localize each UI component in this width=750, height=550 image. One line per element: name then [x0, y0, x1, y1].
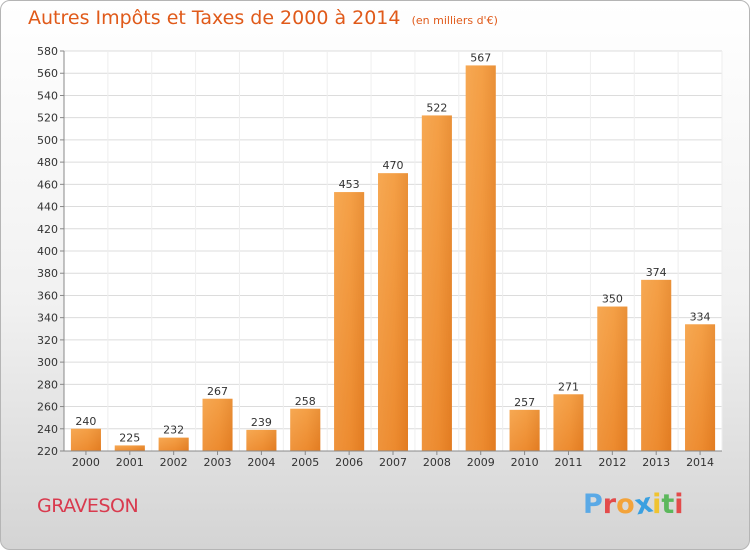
x-tick-label-2008: 2008	[423, 456, 451, 469]
value-label-2013: 374	[646, 266, 667, 279]
bar-shade-2006	[334, 192, 365, 451]
value-label-2000: 240	[75, 415, 96, 428]
value-label-2009: 567	[470, 51, 491, 64]
bars	[70, 65, 716, 451]
bar-shade-2004	[246, 429, 277, 451]
value-label-2010: 257	[514, 396, 535, 409]
y-tick-label-560: 560	[37, 67, 58, 80]
value-label-2012: 350	[602, 293, 623, 306]
chart-unit: (en milliers d'€)	[411, 14, 498, 27]
bar-shade-2013	[641, 279, 672, 451]
y-tick-label-280: 280	[37, 378, 58, 391]
y-tick-label-480: 480	[37, 156, 58, 169]
x-tick-label-2001: 2001	[116, 456, 144, 469]
logo-letter: i	[674, 489, 684, 520]
chart-title-row: Autres Impôts et Taxes de 2000 à 2014 (e…	[28, 7, 498, 29]
bar-shade-2014	[685, 324, 716, 451]
y-tick-label-260: 260	[37, 401, 58, 414]
x-tick-label-2004: 2004	[247, 456, 275, 469]
chart-title: Autres Impôts et Taxes de 2000 à 2014	[28, 7, 401, 29]
x-tick-label-2010: 2010	[511, 456, 539, 469]
bar-shade-2001	[114, 445, 145, 451]
bar-shade-2012	[597, 306, 628, 451]
bar-shade-2008	[421, 115, 452, 451]
x-tick-label-2003: 2003	[204, 456, 232, 469]
location-label: GRAVESON	[37, 495, 139, 517]
logo-letter: t	[661, 489, 675, 520]
logo-letter: P	[583, 489, 603, 520]
x-tick-label-2006: 2006	[335, 456, 363, 469]
value-label-2014: 334	[690, 310, 711, 323]
y-tick-label-360: 360	[37, 289, 58, 302]
x-tick-label-2007: 2007	[379, 456, 407, 469]
value-label-2007: 470	[383, 159, 404, 172]
y-tick-label-440: 440	[37, 201, 58, 214]
value-label-2006: 453	[339, 178, 360, 191]
y-tick-label-460: 460	[37, 178, 58, 191]
bar-shade-2002	[158, 437, 189, 451]
y-tick-label-500: 500	[37, 134, 58, 147]
x-tick-label-2002: 2002	[160, 456, 188, 469]
labels: 220 240 260 280 300 320 340 360 380 400 420 440 460 4…	[37, 45, 714, 469]
x-tick-label-2013: 2013	[642, 456, 670, 469]
y-tick-label-300: 300	[37, 356, 58, 369]
x-tick-label-2014: 2014	[686, 456, 714, 469]
logo-letter: r	[602, 489, 617, 520]
y-tick-label-220: 220	[37, 445, 58, 458]
bar-shade-2005	[290, 408, 321, 451]
value-label-2003: 267	[207, 385, 228, 398]
proxiti-logo: Proxiti	[583, 488, 684, 522]
y-tick-label-320: 320	[37, 334, 58, 347]
bar-shade-2003	[202, 398, 233, 451]
bar-shade-2000	[70, 428, 101, 451]
value-label-2005: 258	[295, 395, 316, 408]
y-tick-label-380: 380	[37, 267, 58, 280]
value-label-2002: 232	[163, 424, 184, 437]
y-tick-label-240: 240	[37, 423, 58, 436]
logo-letter: i	[652, 489, 662, 520]
logo-letter: o	[616, 489, 635, 520]
y-tick-label-420: 420	[37, 223, 58, 236]
x-tick-label-2005: 2005	[291, 456, 319, 469]
x-tick-label-2009: 2009	[467, 456, 495, 469]
y-tick-label-400: 400	[37, 245, 58, 258]
bar-shade-2009	[465, 65, 496, 451]
axes	[60, 50, 722, 455]
value-label-2011: 271	[558, 380, 579, 393]
x-tick-label-2011: 2011	[554, 456, 582, 469]
y-tick-label-520: 520	[37, 112, 58, 125]
y-tick-label-340: 340	[37, 312, 58, 325]
y-tick-label-580: 580	[37, 45, 58, 58]
value-label-2008: 522	[426, 101, 447, 114]
x-tick-label-2012: 2012	[598, 456, 626, 469]
bar-shade-2010	[509, 409, 540, 451]
y-tick-label-540: 540	[37, 89, 58, 102]
x-tick-label-2000: 2000	[72, 456, 100, 469]
bar-shade-2007	[378, 173, 408, 451]
value-label-2001: 225	[119, 431, 140, 444]
bar-shade-2011	[553, 394, 584, 451]
value-label-2004: 239	[251, 416, 272, 429]
